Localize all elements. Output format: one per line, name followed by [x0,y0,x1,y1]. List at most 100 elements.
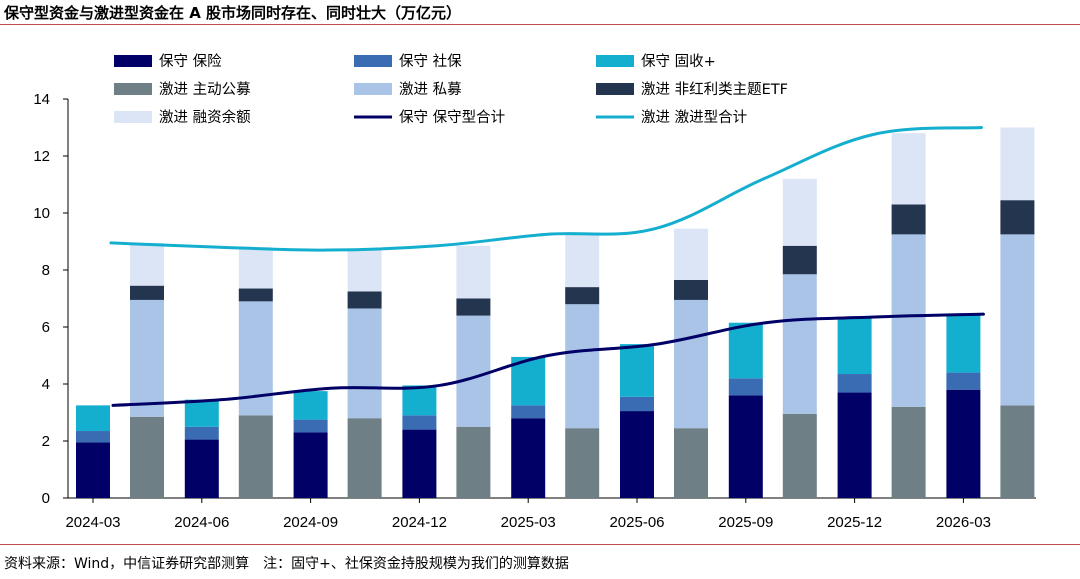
bar-segment [782,245,817,275]
legend-label: 保守 固收+ [641,53,716,70]
bar-segment [891,204,926,235]
series-line [109,126,983,252]
bars-layer [76,127,1035,498]
legend-label: 激进 主动公募 [159,81,251,98]
bar-segment [1000,127,1035,201]
bar-segment [565,304,600,429]
x-axis: 2024-03 2024-06 2024-09 2024-12 2025-03 2025-… [65,497,1036,531]
x-tick-label: 2025-06 [609,514,664,531]
bar-segment [946,314,981,373]
bar-segment [620,396,654,412]
y-tick-label: 6 [42,319,50,336]
legend-swatch [354,83,392,95]
legend-label: 激进 非红利类主题ETF [641,81,788,98]
bar-segment [565,428,600,498]
bar-segment [728,322,763,379]
x-tick-label: 2026-03 [936,514,991,531]
legend-swatch [114,111,152,123]
bar-segment [891,234,926,407]
bar-segment [674,279,708,300]
bar-segment [130,416,164,498]
bar-segment [946,372,981,390]
bar-segment [347,308,382,419]
bar-segment [130,242,164,286]
bar-segment [347,250,382,292]
bar-segment [620,344,654,397]
bar-segment [238,415,273,498]
y-tick-label: 10 [33,205,50,222]
bar-segment [293,432,328,498]
bar-segment [238,288,273,302]
y-tick-label: 12 [33,148,50,165]
bar-segment [293,391,328,420]
bar-segment [184,439,219,498]
bar-segment [1000,200,1035,235]
bar-segment [347,291,382,309]
bar-segment [511,418,546,498]
bar-segment [837,317,872,375]
bar-segment [347,418,382,498]
bar-segment [402,385,437,416]
bar-segment [891,133,926,205]
title-divider [0,24,1080,25]
bar-segment [891,406,926,498]
bar-segment [728,395,763,498]
bar-segment [184,399,219,427]
legend-label: 保守 保险 [159,53,222,70]
bar-segment [402,415,437,430]
legend-swatch [596,55,634,67]
legend-label: 激进 私募 [399,81,462,98]
legend-swatch [596,83,634,95]
y-tick-label: 8 [42,262,50,279]
y-axis: 0 2 4 6 8 10 12 14 [33,91,69,507]
bar-segment [402,429,437,498]
legend-label: 激进 融资余额 [159,108,251,126]
footer-divider [0,544,1080,545]
bar-segment [293,419,328,433]
bar-segment [674,299,708,429]
bar-segment [456,315,491,427]
bar-segment [238,247,273,289]
legend-swatch [114,55,152,67]
y-tick-label: 0 [42,490,50,507]
bar-segment [837,374,872,393]
x-tick-label: 2025-12 [827,514,882,531]
bar-segment [674,228,708,280]
x-tick-label: 2024-03 [65,514,120,531]
bar-segment [184,426,219,440]
bar-segment [456,298,491,316]
legend-label: 保守 保守型合计 [399,109,505,126]
x-tick-label: 2024-12 [392,514,447,531]
series-line [111,312,985,407]
bar-segment [130,285,164,300]
chart-title: 保守型资金与激进型资金在 A 股市场同时存在、同时壮大（万亿元） [4,4,462,22]
bar-segment [1000,405,1035,498]
bar-segment [76,405,110,432]
bar-segment [130,299,164,417]
lines-layer [109,126,985,407]
y-tick-label: 2 [42,433,50,450]
bar-segment [76,442,110,498]
bar-segment [1000,234,1035,406]
bar-segment [782,274,817,414]
bar-segment [565,234,600,288]
bar-segment [456,426,491,498]
bar-segment [946,389,981,498]
bar-segment [782,178,817,246]
legend-swatch [354,55,392,67]
bar-segment [728,378,763,396]
legend-swatch [114,83,152,95]
legend-label: 激进 激进型合计 [641,109,747,126]
bar-segment [76,431,110,443]
bar-segment [837,392,872,498]
legend-label: 保守 社保 [399,53,462,70]
bar-segment [782,413,817,498]
x-tick-label: 2025-09 [718,514,773,531]
bar-segment [674,428,708,498]
bar-segment [620,411,654,498]
bar-segment [511,405,546,419]
chart-legend: 保守 保险 保守 社保 保守 固收+ 激进 主动公募 激进 私募 激进 非红利类主题ETF… [114,53,788,126]
y-tick-label: 4 [42,376,50,393]
x-tick-label: 2024-09 [283,514,338,531]
x-tick-label: 2024-06 [174,514,229,531]
